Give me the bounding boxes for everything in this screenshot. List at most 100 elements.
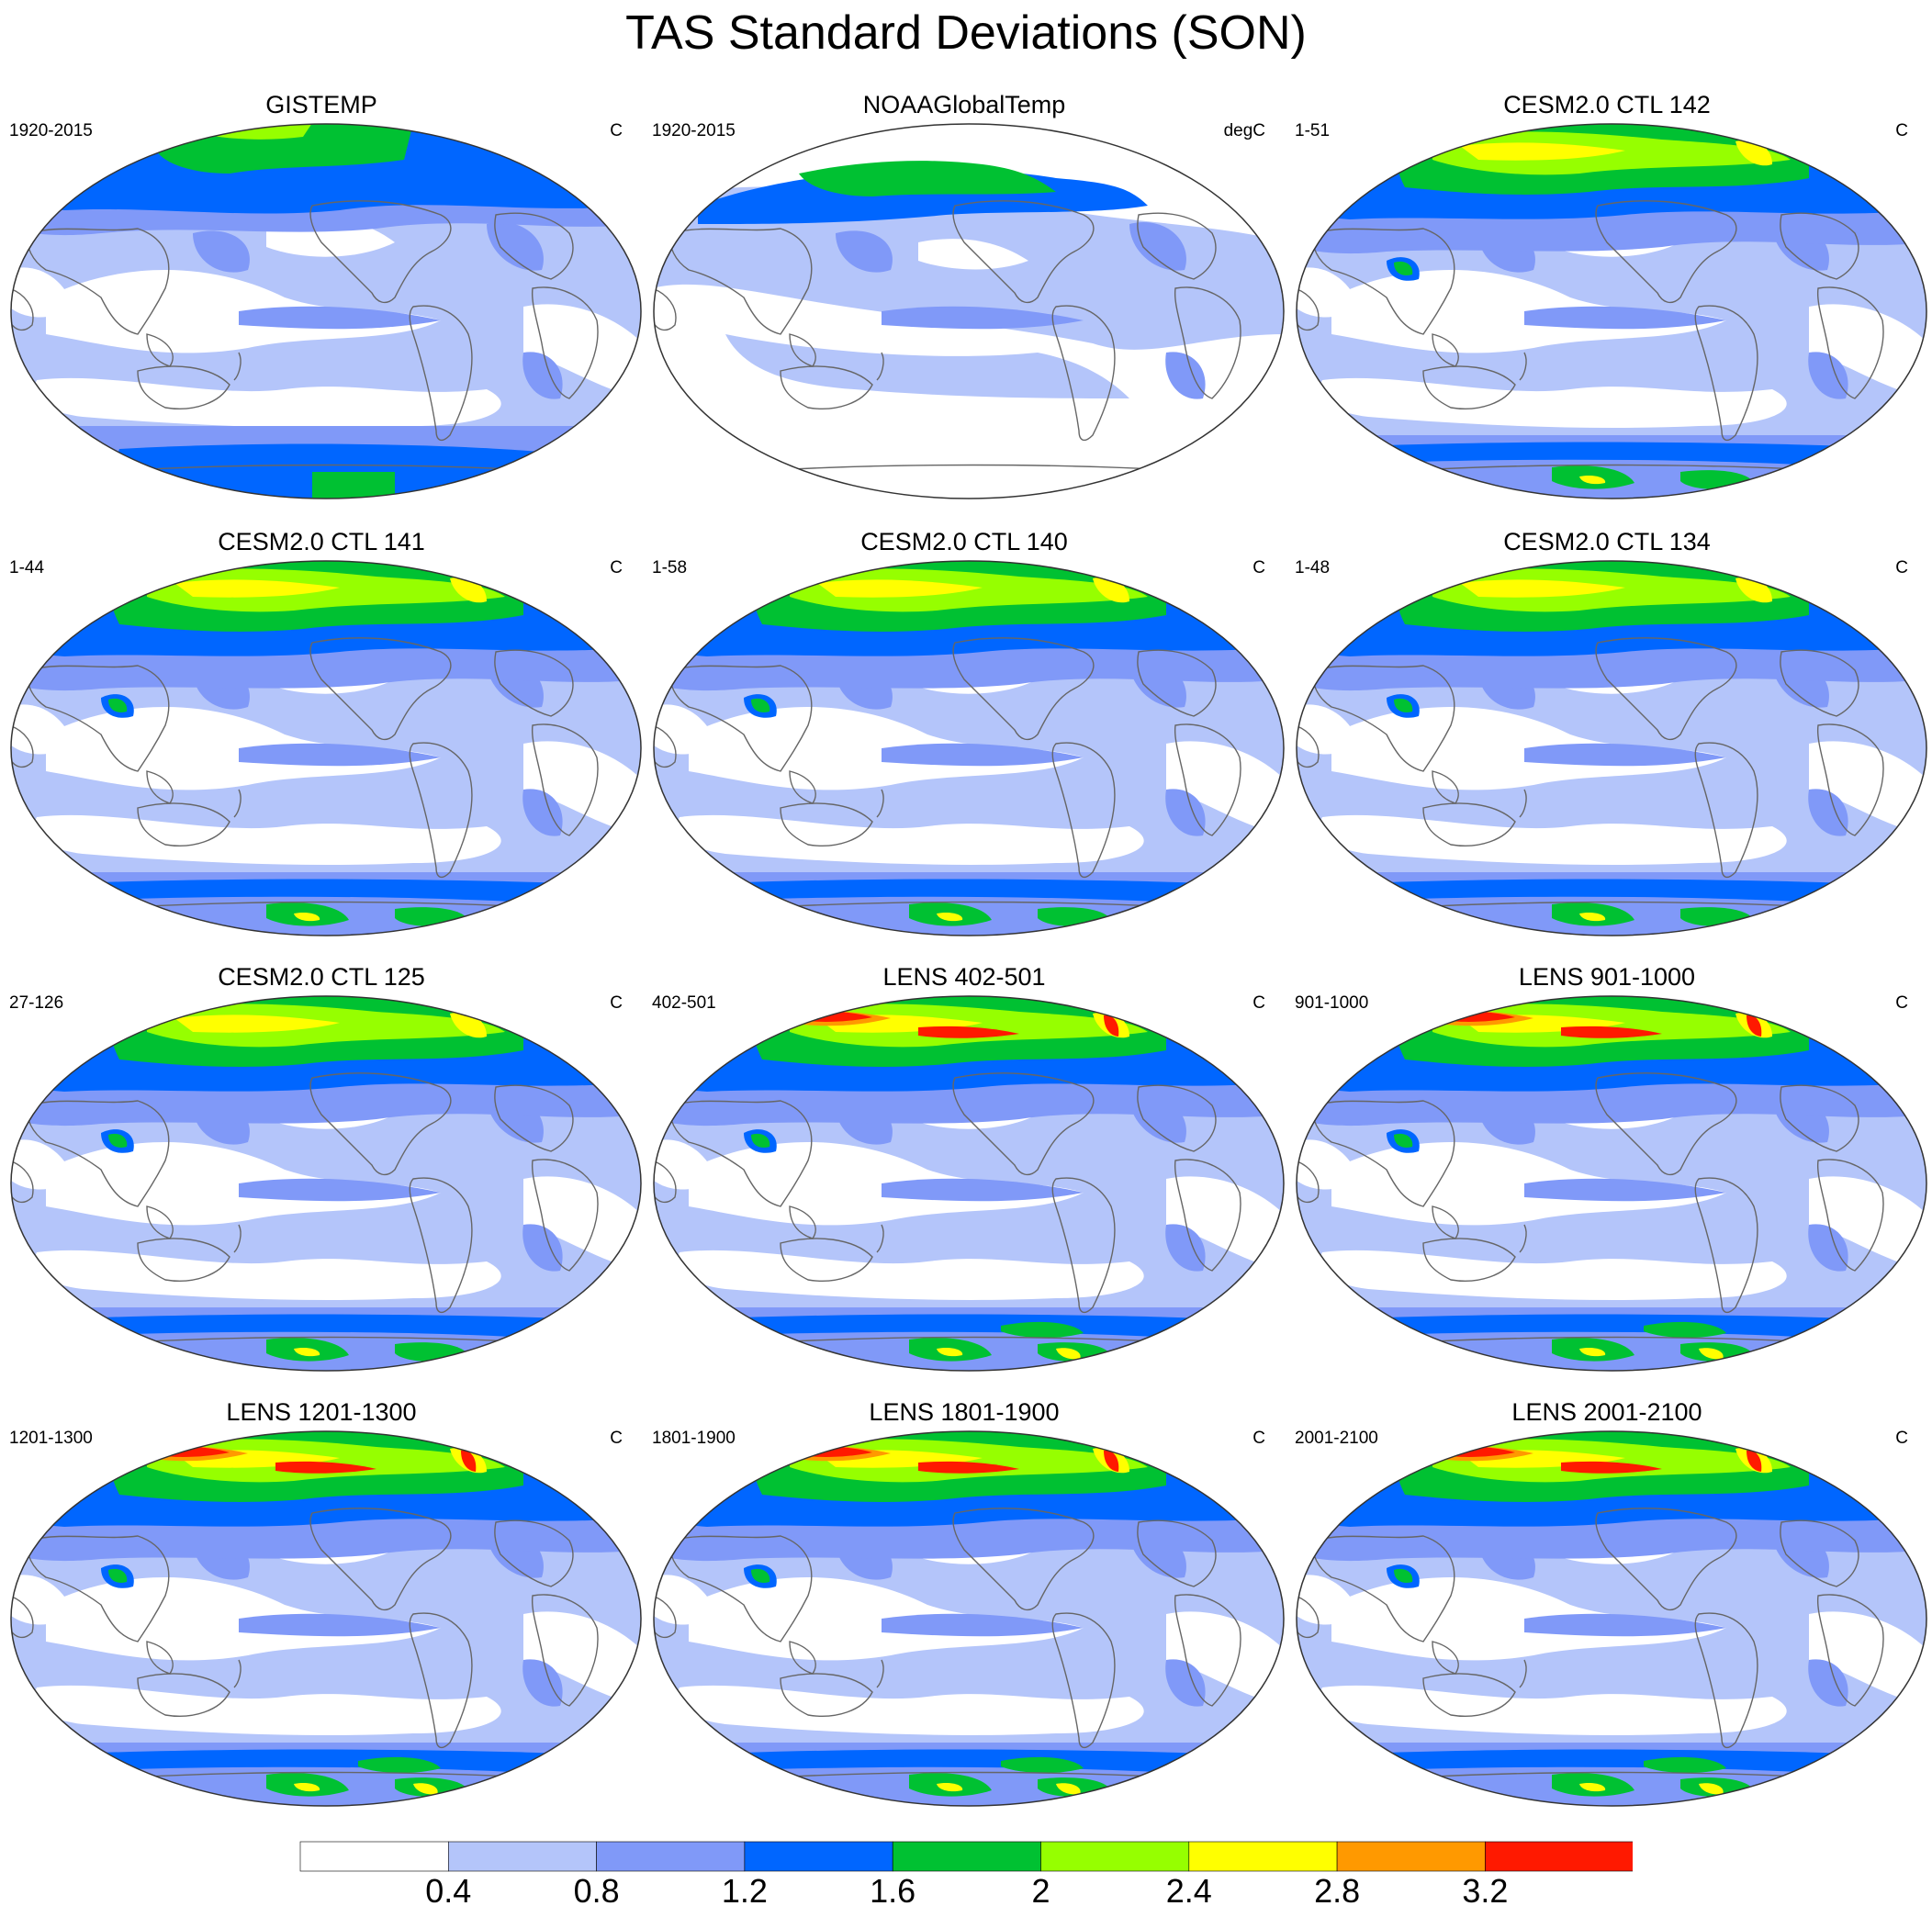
shading-low-white xyxy=(677,814,1144,865)
shading-south-yellow xyxy=(1056,1348,1081,1360)
panel-period: 1920-2015 xyxy=(652,121,736,140)
colorbar-swatch xyxy=(744,1841,893,1872)
shading-patch xyxy=(1129,222,1186,271)
panel-period: 1-58 xyxy=(652,558,688,577)
map-outline xyxy=(1296,560,1927,936)
shading-south-yellow xyxy=(1579,1782,1606,1792)
coastlines xyxy=(1297,200,1893,499)
main-title: TAS Standard Deviations (SON) xyxy=(625,6,1307,60)
panel-units: C xyxy=(1252,558,1265,577)
shading-patch xyxy=(487,222,544,271)
shading-north-yellow xyxy=(1460,579,1625,598)
shading-south-yellow xyxy=(1699,1783,1724,1795)
shading-north-red xyxy=(918,1026,1019,1038)
map-plot xyxy=(1296,995,1927,1372)
shading-north-red xyxy=(1104,1450,1119,1472)
shading-equatorial-tongue xyxy=(1524,1613,1726,1637)
shading-south-yellow xyxy=(1056,1783,1081,1795)
colorbar-level-label: 2.4 xyxy=(1165,1872,1212,1910)
coastlines xyxy=(654,637,1250,936)
shading-patch xyxy=(193,230,250,273)
map-outline xyxy=(653,123,1285,499)
shading-north-red xyxy=(1561,1461,1662,1474)
map-panel: LENS 1201-1300 1201-1300 C xyxy=(0,1397,643,1829)
map-panel: CESM2.0 CTL 125 27-126 C xyxy=(0,962,643,1394)
map-panel: LENS 2001-2100 2001-2100 C xyxy=(1286,1397,1928,1829)
panel-title: LENS 1801-1900 xyxy=(869,1398,1060,1426)
shading-equatorial-tongue xyxy=(882,306,1084,330)
panel-title: CESM2.0 CTL 142 xyxy=(1503,91,1711,118)
shading-band-light xyxy=(725,334,1129,398)
map-field xyxy=(1297,996,1926,1371)
map-outline xyxy=(653,560,1285,936)
shading-low-white xyxy=(1809,1611,1926,1706)
shading-low-white xyxy=(677,1685,1144,1735)
map-field xyxy=(11,124,641,499)
shading-tibet-green xyxy=(1394,1133,1413,1148)
shading-south-yellow xyxy=(1579,1347,1606,1357)
map-outline xyxy=(10,1430,642,1807)
panel-title: CESM2.0 CTL 134 xyxy=(1503,528,1711,555)
map-outline xyxy=(653,1430,1285,1807)
panel-period: 1-44 xyxy=(9,558,45,577)
panel-title: LENS 402-501 xyxy=(882,963,1046,991)
shading-low-white xyxy=(523,1611,641,1706)
shading-south-yellow xyxy=(1699,1348,1724,1360)
shading-north-yellow xyxy=(174,1015,340,1033)
panel-units: C xyxy=(1895,1429,1908,1448)
shading-low-white xyxy=(1297,1139,1359,1190)
panel-title: LENS 1201-1300 xyxy=(226,1398,417,1426)
map-field xyxy=(1297,561,1926,936)
coastlines xyxy=(1297,1508,1893,1806)
shading-low-white xyxy=(1320,377,1787,428)
colorbar-swatch xyxy=(299,1841,449,1872)
shading-north-red xyxy=(1747,1015,1762,1037)
shading-equatorial-tongue xyxy=(882,743,1084,767)
map-plot xyxy=(653,1430,1285,1807)
shading-low-white xyxy=(11,1575,73,1625)
map-plot xyxy=(10,123,642,499)
shading-low-white xyxy=(11,704,73,755)
map-field xyxy=(654,1431,1284,1806)
map-field xyxy=(11,561,641,936)
shading-south-yellow xyxy=(294,1782,320,1792)
panel-units: C xyxy=(1252,993,1265,1013)
shading-south-yellow xyxy=(413,1783,438,1795)
panel-units: C xyxy=(610,121,623,140)
map-panel: LENS 901-1000 901-1000 C xyxy=(1286,962,1928,1394)
colorbar-level-label: 1.6 xyxy=(870,1872,916,1910)
panel-units: degC xyxy=(1223,121,1265,140)
shading-south-yellow xyxy=(937,1347,963,1357)
panel-period: 901-1000 xyxy=(1295,993,1369,1013)
shading-south-yellow xyxy=(937,1782,963,1792)
map-panel: CESM2.0 CTL 134 1-48 C xyxy=(1286,527,1928,958)
shading-north-yellow xyxy=(1460,142,1625,161)
panel-period: 2001-2100 xyxy=(1295,1429,1378,1448)
panel-units: C xyxy=(1895,121,1908,140)
map-plot xyxy=(1296,560,1927,936)
panel-title: CESM2.0 CTL 141 xyxy=(218,528,425,555)
panel-period: 1-48 xyxy=(1295,558,1331,577)
shading-tibet-green xyxy=(1394,261,1413,275)
colorbar-swatch xyxy=(1040,1841,1190,1872)
colorbar-level-label: 3.2 xyxy=(1462,1872,1509,1910)
panel-title: NOAAGlobalTemp xyxy=(862,91,1066,118)
shading-patch xyxy=(1808,1659,1848,1707)
panel-units: C xyxy=(610,558,623,577)
shading-patch xyxy=(1808,352,1848,399)
shading-tibet-green xyxy=(108,698,128,712)
colorbar-level-label: 0.8 xyxy=(573,1872,620,1910)
shading-low-white xyxy=(1297,1575,1359,1625)
shading-north-green xyxy=(799,161,1056,196)
shading-patch xyxy=(1165,789,1206,836)
map-outline xyxy=(1296,995,1927,1372)
shading-low-white xyxy=(1166,1176,1284,1271)
colorbar-swatch xyxy=(1188,1841,1338,1872)
map-field xyxy=(11,1431,641,1806)
shading-south-green xyxy=(1644,1321,1726,1339)
map-outline xyxy=(10,560,642,936)
colorbar-level-label: 0.4 xyxy=(425,1872,472,1910)
shading-equatorial-tongue xyxy=(1524,1178,1726,1202)
shading-south-green xyxy=(312,472,395,499)
shading-south-green xyxy=(1001,1321,1084,1339)
